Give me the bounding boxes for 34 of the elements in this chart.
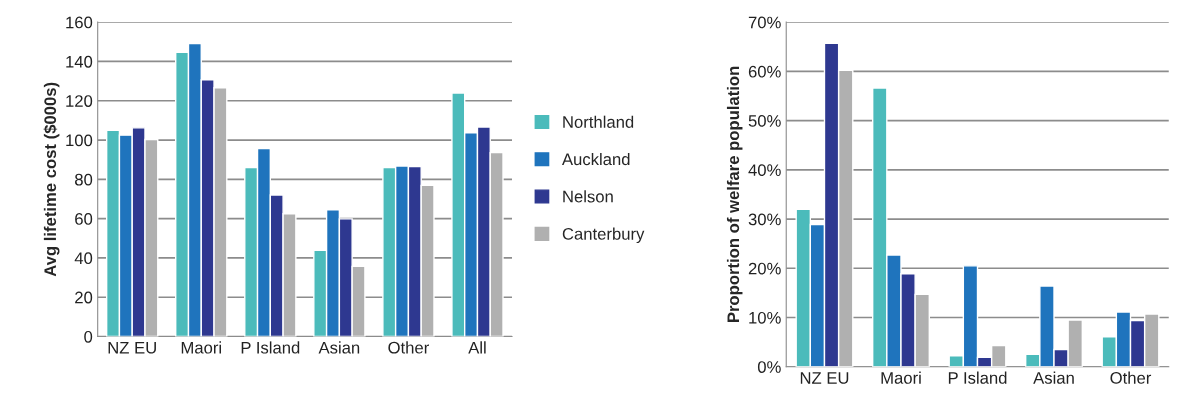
legend-label: Auckland bbox=[561, 152, 630, 166]
y-tick-label: 120 bbox=[66, 95, 93, 107]
x-tick-label: Maori bbox=[181, 341, 221, 354]
legend-label: Canterbury bbox=[562, 227, 645, 244]
x-tick-label: All bbox=[468, 341, 486, 354]
x-tick-label: NZ EU bbox=[108, 341, 156, 354]
y-tick-label: 20% bbox=[748, 262, 781, 275]
y-tick-label: 60 bbox=[75, 213, 93, 225]
y-tick-label: 40 bbox=[74, 252, 93, 265]
y-tick-label: 30% bbox=[748, 213, 781, 226]
x-tick-label: Other bbox=[388, 341, 429, 354]
y-axis-title: Proportion of welfare population bbox=[726, 66, 743, 323]
x-tick-label: Asian bbox=[318, 341, 360, 354]
y-tick-label: 0 bbox=[84, 330, 93, 343]
x-tick-label: Other bbox=[1110, 371, 1152, 384]
x-tick-label: NZ EU bbox=[800, 372, 849, 384]
x-tick-label: Asian bbox=[1033, 371, 1074, 384]
y-tick-label: 60% bbox=[748, 65, 781, 78]
y-tick-label: 40% bbox=[748, 164, 781, 177]
x-tick-label: Maori bbox=[881, 371, 921, 384]
x-tick-label: P Island bbox=[241, 341, 300, 354]
y-tick-label: 70% bbox=[748, 16, 781, 29]
x-tick-label: P Island bbox=[948, 371, 1007, 384]
y-tick-label: 80 bbox=[75, 173, 93, 186]
legend-label: Northland bbox=[563, 115, 634, 128]
y-axis-title: Avg lifetime cost ($000s) bbox=[43, 82, 60, 277]
y-tick-label: 50% bbox=[748, 115, 781, 127]
y-tick-label: 160 bbox=[66, 16, 93, 29]
legend-label: Nelson bbox=[563, 190, 613, 203]
y-tick-label: 140 bbox=[66, 55, 93, 68]
y-tick-label: 100 bbox=[66, 134, 93, 147]
y-tick-label: 20 bbox=[75, 291, 93, 304]
y-tick-label: 10% bbox=[749, 311, 781, 324]
y-tick-label: 0% bbox=[757, 361, 781, 373]
